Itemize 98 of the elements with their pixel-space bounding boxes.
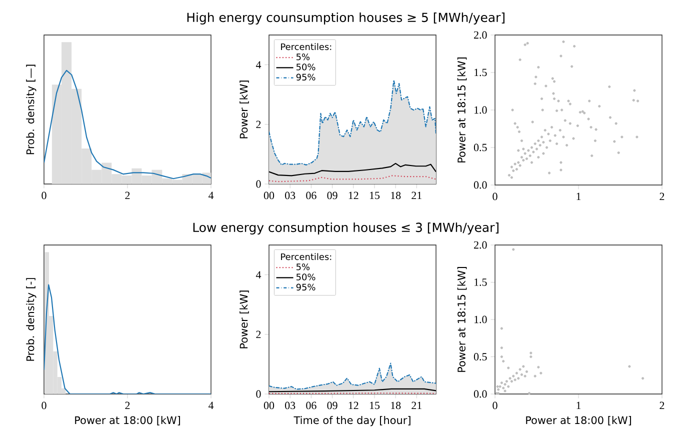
point [502,386,505,390]
legend-label: 50% [296,64,316,70]
x-tick-label: 4 [208,402,214,409]
y-axis-title: Power at 18:15 [kW] [457,58,467,162]
point [507,385,510,388]
y-axis-title: Power [kW] [240,80,249,138]
x-tick-label: 0 [42,402,46,410]
x-tick-label: 2 [125,402,130,410]
y-tick-label: 1.5 [474,278,487,286]
point [510,380,513,383]
y-tick-label: 4 [256,61,262,68]
point [512,374,515,378]
x-tick-label: 2 [660,192,664,200]
y-tick-label: 2 [256,330,261,338]
x-tick-label: 00 [264,402,274,410]
x-tick-label: 03 [285,402,296,410]
point [534,374,536,378]
y-tick-label: 1.5 [474,68,487,76]
chart-title: Low energy consumption houses ≤ 3 [MWh/year] [193,222,498,235]
y-tick-label: 2.0 [474,31,487,39]
line-series [269,162,436,176]
y-tick-label: 0.0 [474,181,487,189]
point [515,372,518,374]
point [642,377,644,380]
point [497,388,500,391]
x-axis-title: Time of the day [hour] [294,416,410,426]
y-tick-label: 4 [256,271,262,278]
y-tick-label: 2 [256,120,261,128]
legend-label: 95% [296,284,316,291]
y-tick-label: 0.0 [474,390,487,398]
point [525,370,528,373]
legend-title: Percentiles: [281,43,332,50]
point [500,355,503,358]
point [524,374,526,378]
x-tick-label: 00 [264,192,274,200]
x-tick-label: 21 [412,192,422,200]
x-tick-label: 2 [660,402,664,410]
x-tick-label: 1 [576,402,581,410]
point [504,383,506,386]
point [522,365,525,368]
point [500,327,503,330]
point [628,365,631,368]
legend-label: 5% [296,263,310,270]
point [520,373,524,376]
x-tick-label: 2 [125,192,130,200]
y-axis-title: Power at 18:15 [kW] [457,267,467,372]
x-axis-title: Power at 18:00 [kW] [526,416,632,426]
point [498,385,502,388]
x-tick-label: 15 [370,192,380,200]
point [518,368,522,371]
x-tick-label: 15 [370,402,380,410]
x-axis-title: Power at 18:00 [kW] [75,416,180,426]
x-tick-label: 09 [327,402,338,410]
y-axis-title: Prob. density [-] [26,278,36,361]
legend-label: 95% [296,74,316,81]
y-tick-label: 2.0 [474,241,487,249]
x-tick-label: 1 [576,192,581,200]
y-tick-label: 0.5 [474,353,487,360]
y-tick-label: 1.0 [474,316,487,324]
point [517,377,520,380]
x-tick-label: 18 [391,192,401,200]
y-tick-label: 0 [256,180,261,188]
x-tick-label: 0 [492,402,498,410]
chart-title: High energy counsumption houses ≥ 5 [MWh/year] [187,12,504,25]
point [496,385,499,388]
point [502,360,505,363]
legend-label: 50% [296,274,316,280]
y-axis-title: Prob. density [—] [26,64,36,154]
point [540,372,542,374]
point [512,248,515,251]
x-tick-label: 12 [348,402,358,410]
x-tick-label: 21 [412,402,422,410]
point [505,380,508,383]
point [508,377,512,380]
point [507,366,510,370]
x-tick-label: 03 [285,192,296,200]
y-tick-label: 0 [256,390,261,398]
point [500,382,503,384]
legend-title: Percentiles: [281,253,332,260]
x-tick-label: 4 [208,192,214,199]
point [530,352,532,354]
x-tick-label: 18 [391,402,401,410]
point [537,366,540,368]
x-tick-label: 09 [327,192,338,200]
legend-label: 5% [296,53,310,60]
point [514,378,516,382]
point [528,392,531,395]
point [500,346,503,350]
y-tick-label: 1.0 [474,106,487,114]
y-axis-title: Power [kW] [240,290,249,348]
x-tick-label: 0 [492,192,498,200]
point [530,355,532,358]
x-tick-label: 12 [348,192,358,200]
x-tick-label: 0 [42,192,46,200]
x-tick-label: 06 [306,192,316,200]
point [504,390,506,392]
y-tick-label: 0.5 [474,144,487,152]
x-tick-label: 06 [306,402,316,410]
